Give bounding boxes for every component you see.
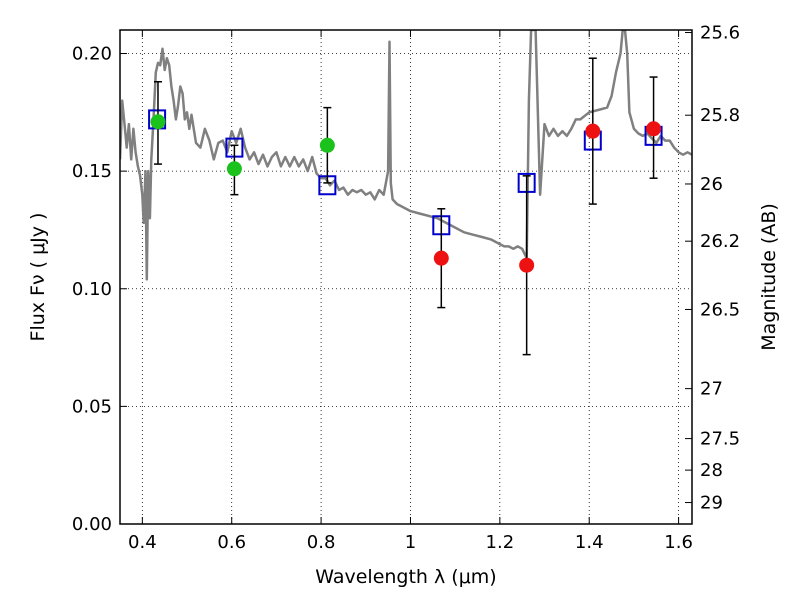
x-tick-label: 0.4 bbox=[128, 532, 157, 553]
observed-point bbox=[585, 123, 601, 139]
plot-area bbox=[120, 30, 692, 356]
mag-tick-label: 25.8 bbox=[700, 105, 740, 126]
y-tick-label: 0.05 bbox=[72, 396, 112, 417]
mag-tick-label: 28 bbox=[700, 460, 723, 481]
plot-frame bbox=[119, 29, 693, 525]
y-tick-label: 0.10 bbox=[72, 279, 112, 300]
x-tick-label: 1.2 bbox=[486, 532, 515, 553]
x-axis-title: Wavelength λ (μm) bbox=[315, 566, 496, 588]
observed-point bbox=[226, 161, 242, 177]
y-tick-label: 0.15 bbox=[72, 161, 112, 182]
mag-tick-label: 26 bbox=[700, 174, 723, 195]
mag-tick-label: 26.2 bbox=[700, 231, 740, 252]
x-tick-label: 0.8 bbox=[307, 532, 336, 553]
observed-point bbox=[519, 257, 535, 273]
y-axis-title: Flux Fν ( μJy ) bbox=[27, 213, 49, 342]
mag-tick-label: 25.6 bbox=[700, 23, 740, 44]
mag-tick-label: 27.5 bbox=[700, 429, 740, 450]
observed-point bbox=[433, 250, 449, 266]
observed-point bbox=[150, 114, 166, 130]
observed-point bbox=[646, 121, 662, 137]
axes: 0.4 0.6 0.8 1 1.2 1.4 1.6 0.00 0.05 0.10 0.15 0.20 2… bbox=[72, 23, 740, 553]
spectrum-line bbox=[120, 30, 692, 281]
x-tick-label: 1.4 bbox=[575, 532, 604, 553]
y-tick-label: 0.20 bbox=[72, 44, 112, 65]
mag-tick-label: 26.5 bbox=[700, 299, 740, 320]
mag-tick-label: 29 bbox=[700, 493, 723, 514]
y-tick-label: 0.00 bbox=[72, 514, 112, 535]
x-tick-label: 0.6 bbox=[217, 532, 246, 553]
x-tick-label: 1.6 bbox=[664, 532, 693, 553]
mag-tick-label: 27 bbox=[700, 379, 723, 400]
x-tick-label: 1 bbox=[405, 532, 416, 553]
observed-point bbox=[319, 137, 335, 153]
right-axis-title: Magnitude (AB) bbox=[758, 203, 780, 351]
